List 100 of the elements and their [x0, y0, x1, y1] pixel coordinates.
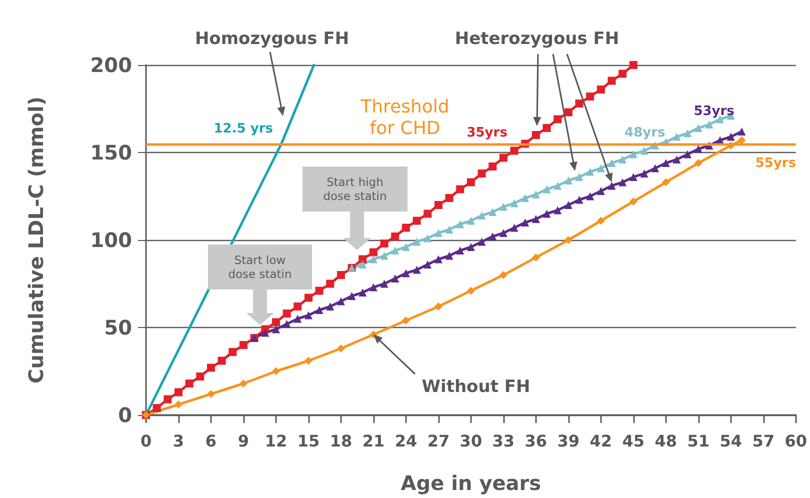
x-tick-label: 3 [172, 432, 184, 450]
annotation: 55yrs [755, 156, 796, 171]
point [272, 325, 280, 334]
point [532, 215, 540, 223]
point [499, 154, 508, 162]
point [466, 243, 475, 251]
point [488, 232, 497, 240]
point [424, 260, 432, 268]
point [294, 314, 302, 323]
point [608, 76, 616, 85]
point [554, 182, 562, 190]
point [206, 364, 215, 372]
point [478, 170, 486, 178]
point [640, 146, 648, 155]
point [694, 124, 702, 132]
point [662, 178, 670, 186]
point [596, 216, 605, 225]
point [575, 173, 584, 181]
point [445, 194, 454, 202]
point [662, 159, 670, 167]
point [434, 255, 442, 264]
point [369, 255, 378, 264]
point [705, 120, 714, 128]
point [542, 124, 551, 132]
point [575, 100, 584, 108]
point [629, 198, 638, 206]
annotation: Heterozygous FH [454, 28, 620, 49]
point [510, 146, 518, 155]
point [206, 390, 215, 398]
point [466, 178, 475, 186]
text: Homozygous FH [194, 28, 350, 49]
y-tick-label: 50 [104, 316, 132, 340]
point [174, 388, 182, 396]
point [434, 302, 442, 310]
point [466, 216, 475, 225]
annotation: Start high dose statin [323, 175, 387, 203]
point [586, 192, 594, 200]
point [358, 288, 367, 296]
x-tick-label: 60 [784, 432, 807, 450]
point [499, 229, 508, 237]
point [412, 266, 421, 274]
ref-line-label: Threshold for CHD [360, 96, 450, 139]
point [532, 131, 540, 139]
annotation: 12.5 yrs [214, 121, 274, 136]
point [239, 341, 248, 349]
point [532, 254, 540, 262]
point [228, 348, 237, 356]
point [618, 178, 627, 186]
point [304, 311, 312, 320]
point [424, 234, 432, 242]
point [434, 201, 442, 209]
point [684, 129, 692, 138]
point [726, 132, 735, 141]
x-tick-label: 42 [590, 432, 612, 450]
point [369, 283, 378, 292]
point [369, 330, 378, 338]
point [272, 318, 280, 326]
x-tick-label: 15 [297, 432, 320, 450]
point [608, 182, 616, 190]
point [315, 286, 324, 295]
point [336, 344, 345, 352]
point [629, 173, 638, 181]
point [445, 252, 454, 260]
point [402, 269, 410, 278]
point [294, 302, 302, 310]
point [618, 156, 627, 164]
point [499, 202, 508, 211]
point [380, 252, 388, 260]
point [629, 61, 638, 69]
x-tick-label: 27 [427, 432, 450, 450]
point [521, 218, 530, 226]
point [391, 232, 400, 240]
point [272, 367, 280, 376]
point [478, 238, 486, 246]
point [304, 294, 312, 302]
point [218, 356, 226, 365]
point [424, 210, 432, 218]
y-tick-label: 0 [118, 403, 132, 427]
point [554, 115, 562, 124]
x-tick-label: 39 [557, 432, 580, 450]
x-tick-label: 12 [264, 432, 288, 450]
point [380, 240, 388, 248]
point [315, 306, 324, 314]
x-tick-label: 36 [524, 432, 548, 450]
point [239, 380, 248, 388]
point [694, 145, 702, 153]
point [564, 236, 572, 244]
x-tick-label: 0 [140, 432, 152, 450]
x-tick-label: 24 [394, 432, 418, 450]
point [694, 159, 702, 167]
point [282, 310, 291, 318]
point [456, 246, 464, 254]
point [564, 176, 572, 184]
point [488, 208, 497, 216]
point [586, 92, 594, 100]
annotation: Without FH [422, 376, 530, 397]
point [466, 286, 475, 295]
point [596, 86, 605, 94]
point [575, 196, 584, 204]
point [618, 70, 627, 78]
